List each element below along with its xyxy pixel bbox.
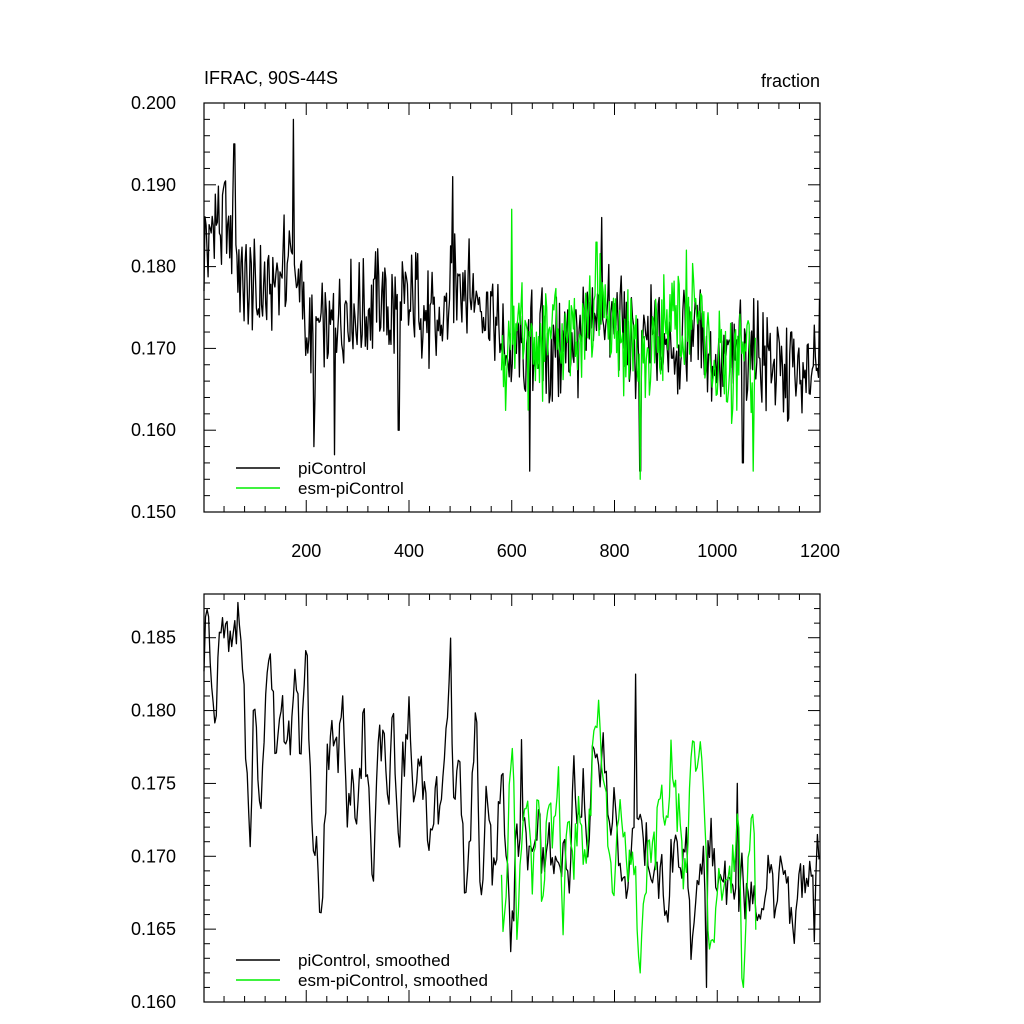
x-tick-label: 1200 — [800, 541, 840, 561]
bottom-panel: 0.160 0.165 0.170 0.175 0.180 0.185 piControl… — [131, 593, 821, 1012]
legend-label-1: piControl, smoothed — [298, 951, 450, 970]
series-line-1 — [203, 601, 820, 989]
plot-frame — [203, 593, 821, 1003]
series-line-2 — [500, 208, 756, 480]
y-tick-label: 0.160 — [131, 420, 176, 440]
legend-label-2: esm-piControl, smoothed — [298, 971, 488, 990]
y-tick-label: 0.150 — [131, 502, 176, 522]
y-tick-label: 0.200 — [131, 93, 176, 113]
top-panel: IFRAC, 90S-44S fraction 0.150 0.160 0.170 0… — [131, 68, 840, 561]
legend-label-1: piControl — [298, 459, 366, 478]
units-label: fraction — [761, 71, 820, 91]
x-tick-label: 400 — [394, 541, 424, 561]
x-tick-label: 600 — [497, 541, 527, 561]
x-tick-label: 1000 — [697, 541, 737, 561]
series-line-2 — [500, 699, 757, 989]
y-tick-label: 0.185 — [131, 628, 176, 648]
x-tick-label: 200 — [291, 541, 321, 561]
y-tick-label: 0.175 — [131, 773, 176, 793]
legend-label-2: esm-piControl — [298, 479, 404, 498]
y-tick-label: 0.190 — [131, 175, 176, 195]
panel-title: IFRAC, 90S-44S — [204, 68, 338, 88]
y-tick-label: 0.180 — [131, 701, 176, 721]
y-tick-label: 0.165 — [131, 919, 176, 939]
x-tick-label: 800 — [599, 541, 629, 561]
y-tick-label: 0.180 — [131, 257, 176, 277]
y-tick-label: 0.170 — [131, 846, 176, 866]
y-tick-label: 0.170 — [131, 338, 176, 358]
series-line-1 — [203, 118, 821, 472]
y-tick-label: 0.160 — [131, 992, 176, 1012]
